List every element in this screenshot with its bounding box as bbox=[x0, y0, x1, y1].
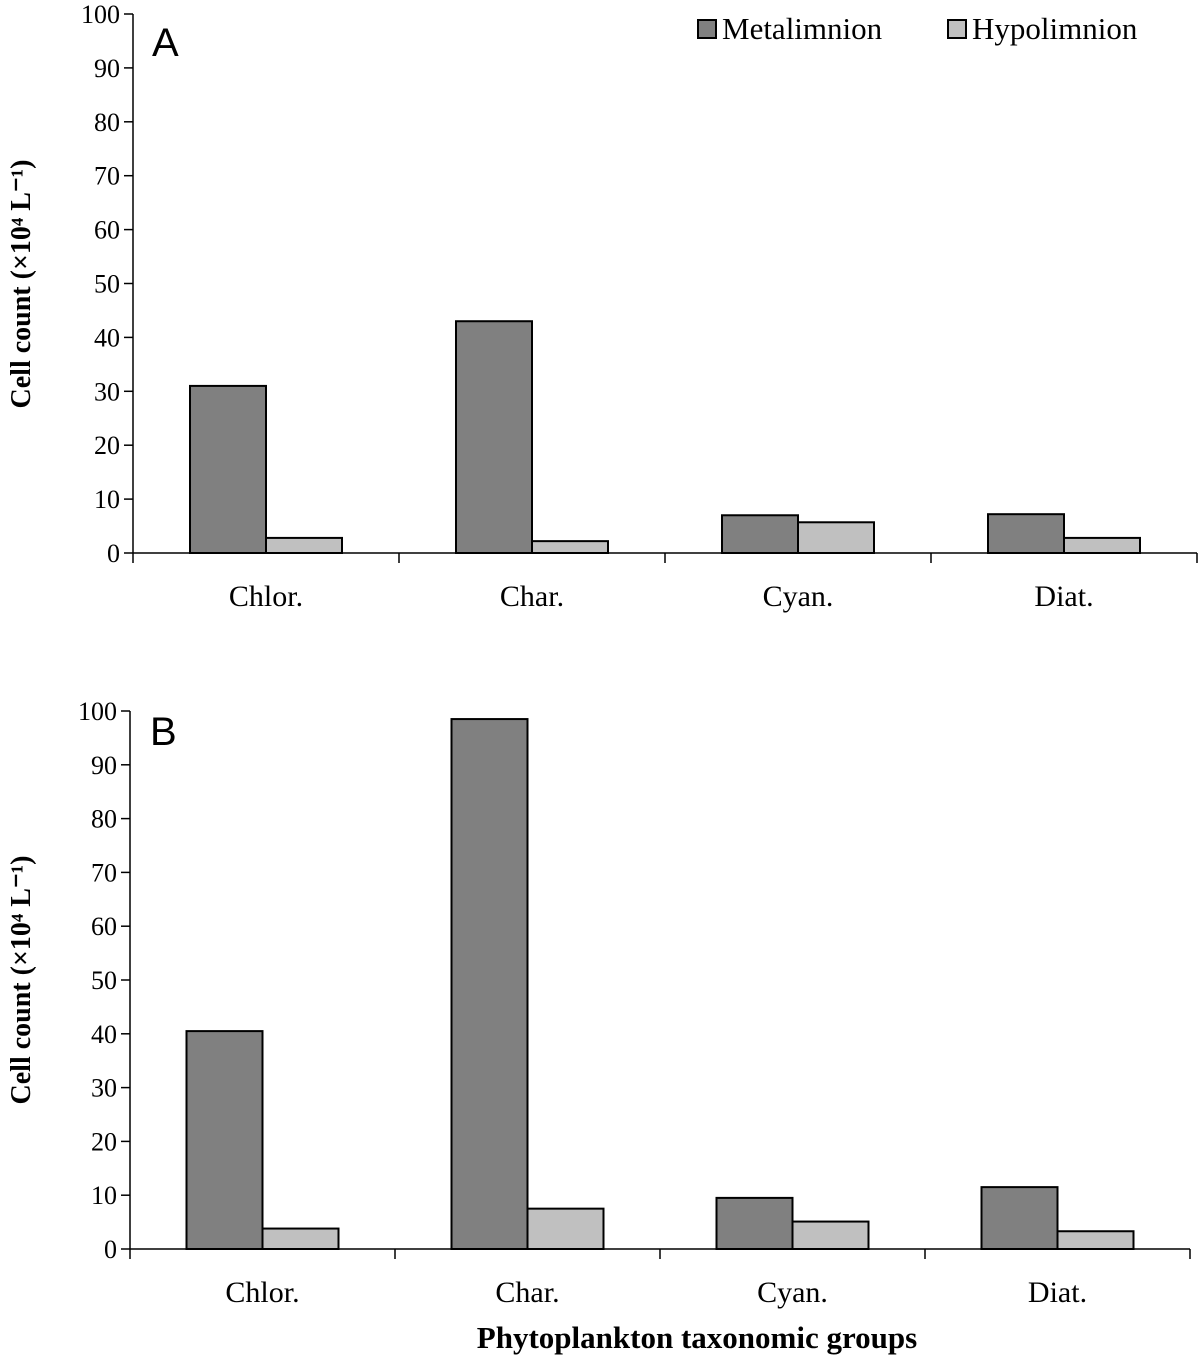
bar-hypolimnion-cyan-b bbox=[791, 1220, 870, 1251]
panel-a-letter: A bbox=[152, 21, 179, 65]
y-tick-label-a: 80 bbox=[94, 108, 120, 137]
y-tick-label-a: 50 bbox=[94, 270, 120, 299]
bar-hypolimnion-char-a bbox=[531, 540, 609, 555]
x-tick-label-b: Chlor. bbox=[225, 1276, 299, 1309]
bar-hypolimnion-chlor-b bbox=[261, 1227, 340, 1251]
y-tick-label-b: 70 bbox=[91, 858, 117, 887]
y-tick-label-a: 90 bbox=[94, 54, 120, 83]
x-tick-label-b: Char. bbox=[495, 1276, 559, 1309]
legend-label-hypolimnion: Hypolimnion bbox=[972, 11, 1138, 46]
bar-hypolimnion-chlor-a bbox=[265, 536, 343, 555]
panel-b: B Cell count (×10⁴ L⁻¹) Phytoplankton ta… bbox=[6, 697, 1191, 1355]
bar-metalimnion-chlor-a bbox=[189, 384, 267, 554]
bar-metalimnion-cyan-b bbox=[715, 1196, 794, 1251]
y-axis-label-b: Cell count (×10⁴ L⁻¹) bbox=[6, 856, 37, 1105]
bar-hypolimnion-cyan-a bbox=[797, 521, 875, 554]
y-tick-label-a: 100 bbox=[81, 0, 120, 29]
legend-swatch-hypolimnion bbox=[947, 19, 967, 39]
y-tick-label-b: 90 bbox=[91, 751, 117, 780]
panel-a: A Metalimnion Hypolimnion Cell count (×1… bbox=[6, 0, 1198, 613]
y-tick-label-b: 20 bbox=[91, 1127, 117, 1156]
x-tick-label-a: Diat. bbox=[1034, 580, 1093, 613]
x-tick-label-a: Char. bbox=[500, 580, 564, 613]
x-tick-label-b: Diat. bbox=[1028, 1276, 1087, 1309]
y-tick-label-a: 0 bbox=[107, 539, 120, 568]
y-tick-label-b: 40 bbox=[91, 1020, 117, 1049]
y-tick-label-a: 10 bbox=[94, 485, 120, 514]
bar-hypolimnion-diat-b bbox=[1056, 1230, 1135, 1250]
x-axis-label: Phytoplankton taxonomic groups bbox=[477, 1320, 917, 1355]
bar-metalimnion-cyan-a bbox=[721, 514, 799, 555]
panel-b-letter: B bbox=[150, 710, 177, 754]
y-tick-label-a: 40 bbox=[94, 323, 120, 352]
y-tick-label-b: 10 bbox=[91, 1181, 117, 1210]
x-tick-label-a: Chlor. bbox=[229, 580, 303, 613]
y-tick-label-b: 30 bbox=[91, 1074, 117, 1103]
y-axis-label-a: Cell count (×10⁴ L⁻¹) bbox=[6, 160, 37, 409]
y-tick-label-b: 100 bbox=[78, 697, 117, 726]
y-tick-label-a: 30 bbox=[94, 377, 120, 406]
legend-swatch-metalimnion bbox=[697, 19, 717, 39]
bar-metalimnion-diat-a bbox=[987, 513, 1065, 555]
y-tick-label-a: 70 bbox=[94, 162, 120, 191]
legend-label-metalimnion: Metalimnion bbox=[722, 11, 883, 46]
bar-metalimnion-diat-b bbox=[980, 1186, 1059, 1251]
x-tick-label-a: Cyan. bbox=[763, 580, 834, 613]
x-tick-label-b: Cyan. bbox=[757, 1276, 828, 1309]
bar-metalimnion-char-a bbox=[455, 320, 533, 555]
bar-metalimnion-chlor-b bbox=[185, 1030, 264, 1250]
y-tick-label-b: 60 bbox=[91, 912, 117, 941]
y-tick-label-b: 0 bbox=[104, 1235, 117, 1264]
y-tick-label-b: 50 bbox=[91, 966, 117, 995]
y-tick-label-a: 60 bbox=[94, 216, 120, 245]
bar-hypolimnion-diat-a bbox=[1063, 536, 1141, 555]
y-tick-label-a: 20 bbox=[94, 431, 120, 460]
bar-hypolimnion-char-b bbox=[526, 1207, 605, 1251]
bar-metalimnion-char-b bbox=[450, 718, 529, 1250]
y-tick-label-b: 80 bbox=[91, 805, 117, 834]
legend: Metalimnion Hypolimnion bbox=[697, 11, 1138, 46]
